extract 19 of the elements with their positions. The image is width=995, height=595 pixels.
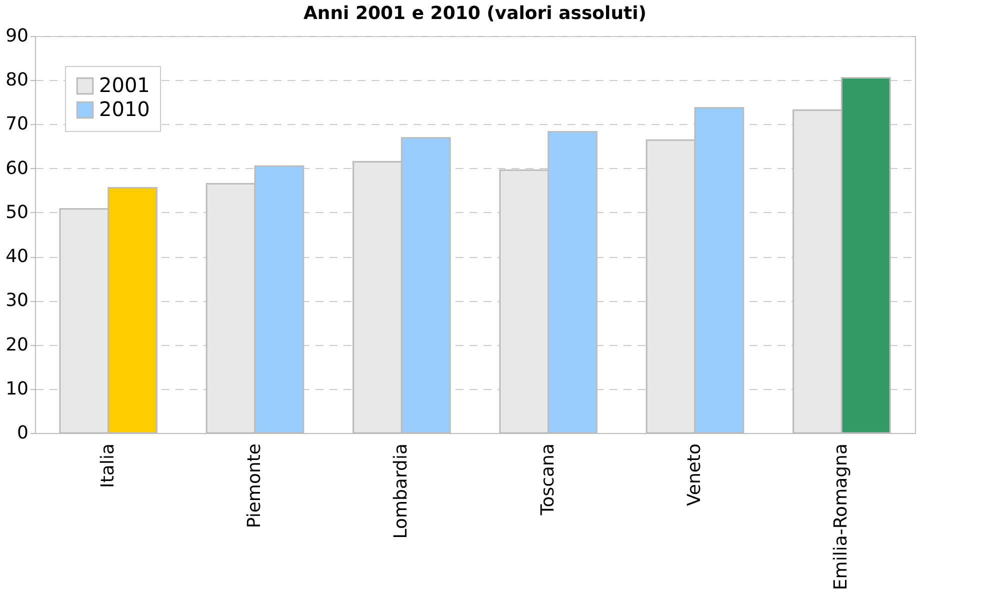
- legend-label: 2001: [99, 73, 150, 97]
- y-tick-label: 70: [6, 114, 28, 135]
- x-tick-label: Toscana: [537, 444, 558, 516]
- y-tick-label: 50: [6, 202, 28, 223]
- y-tick-label: 90: [6, 26, 28, 46]
- y-tick-label: 60: [6, 158, 28, 179]
- x-tick-label: Veneto: [684, 444, 705, 506]
- y-tick-label: 20: [6, 334, 28, 356]
- legend-label: 2010: [99, 97, 150, 121]
- y-tick-label: 80: [6, 70, 28, 91]
- x-tick-label: Lombardia: [390, 444, 412, 539]
- y-tick-label: 30: [6, 290, 28, 312]
- chart-title: Anni 2001 e 2010 (valori assoluti): [303, 3, 647, 24]
- x-tick-label: Emilia-Romagna: [830, 444, 852, 590]
- y-tick-label: 0: [17, 422, 28, 444]
- x-tick-label: Piemonte: [244, 444, 265, 528]
- y-tick-label: 10: [6, 378, 28, 400]
- x-tick-label: Italia: [97, 444, 118, 488]
- y-tick-label: 40: [6, 246, 28, 268]
